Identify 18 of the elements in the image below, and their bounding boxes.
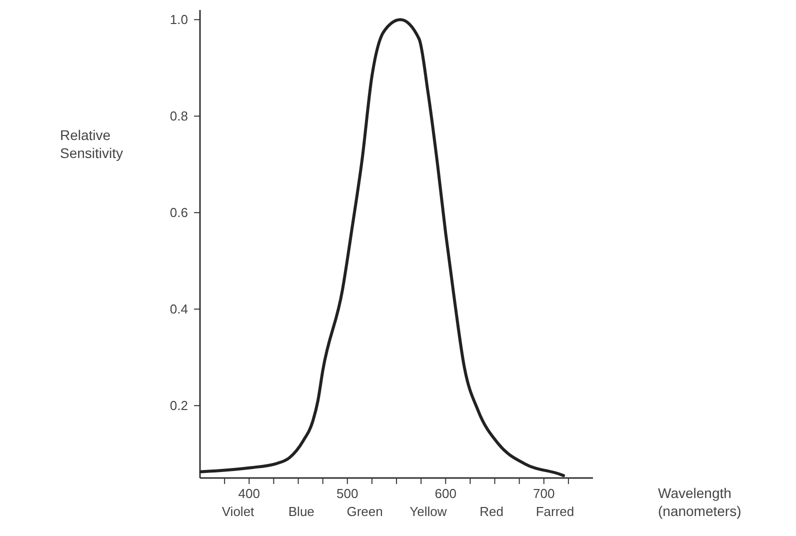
y-tick-label: 0.4 <box>170 302 188 317</box>
text: Violet <box>222 504 255 519</box>
text: Red <box>480 504 504 519</box>
x-tick-label: 400 <box>238 486 260 501</box>
text: Green <box>346 504 383 519</box>
text: Yellow <box>410 504 448 519</box>
y-tick-label: 0.2 <box>170 398 188 414</box>
y-tick-label: 0.8 <box>170 108 188 124</box>
text: Farred <box>536 504 574 519</box>
x-tick-label: 500 <box>336 486 358 501</box>
y-axis-title: Relative Sensitivity <box>60 127 124 162</box>
x-axis-title: Wavelength (nanometers) <box>658 485 742 520</box>
y-tick-label: 1.0 <box>170 12 188 28</box>
line-series <box>199 18 566 478</box>
x-tick-label: 600 <box>434 486 456 501</box>
text: Blue <box>288 504 314 519</box>
y-tick-label: 0.6 <box>170 205 188 220</box>
x-tick-label: 700 <box>533 486 555 501</box>
